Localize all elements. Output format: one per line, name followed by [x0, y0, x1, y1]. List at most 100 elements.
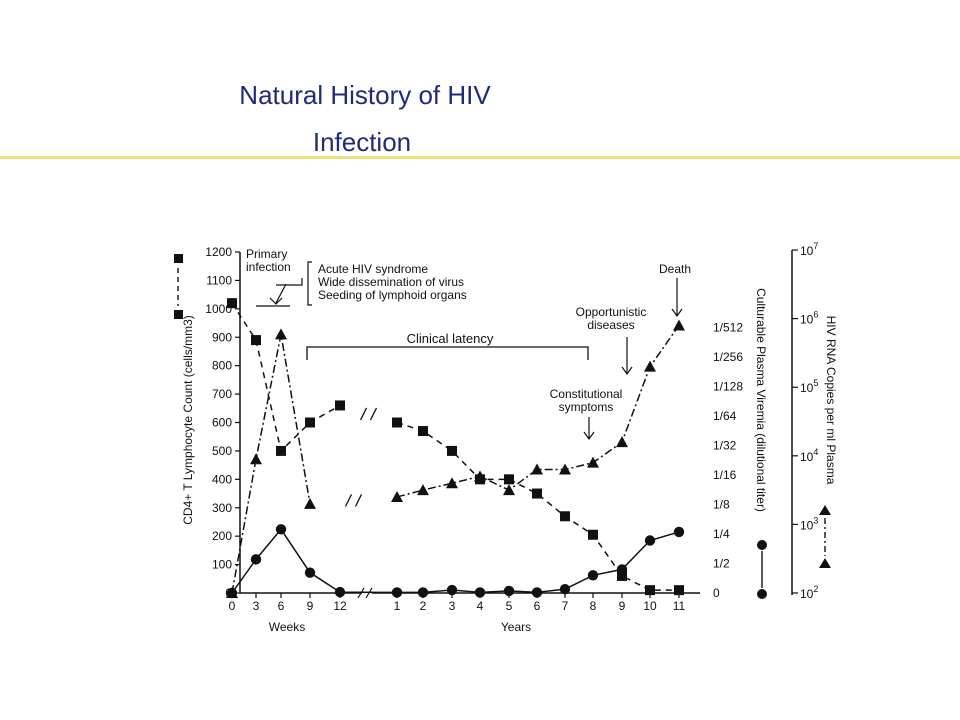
annotation-opportunistic-diseases: Opportunistic diseases — [576, 305, 647, 332]
cd4-point — [674, 585, 684, 596]
cd4-point — [251, 335, 261, 346]
x-axis-tick-label: 5 — [506, 599, 513, 613]
x-axis-tick-label: 3 — [253, 599, 260, 613]
viremia-point — [474, 587, 486, 598]
viremia-point — [446, 584, 458, 596]
x-axis-tick-label: 3 — [449, 599, 456, 613]
left-axis-tick-label: 800 — [212, 359, 232, 373]
right-axis-rna-tick-label: 102 — [800, 584, 818, 601]
annotation-primary-infection: Primary infection — [246, 247, 291, 274]
legend-circle-bottom — [757, 589, 767, 599]
series-line-viremia — [231, 528, 680, 594]
cd4-point — [305, 417, 315, 428]
viremia-point — [417, 587, 429, 598]
viremia-point — [503, 585, 515, 597]
x-axis-tick-label: 7 — [562, 599, 569, 613]
x-axis-tick-label: 6 — [278, 599, 285, 613]
right-axis-rna-tick-label: 106 — [800, 310, 818, 327]
x-axis-label-weeks: Weeks — [269, 620, 305, 634]
legend-triangle-bottom — [819, 558, 831, 568]
series-line-cd4 — [231, 302, 341, 453]
rna-point — [417, 484, 429, 496]
rna-point — [275, 328, 287, 340]
annotation-constitutional-symptoms: Constitutional symptoms — [550, 387, 623, 414]
left-axis-tick-label: 100 — [212, 558, 232, 572]
annotation-clinical-latency: Clinical latency — [407, 331, 494, 346]
cd4-point — [645, 585, 655, 596]
right-axis-viremia-tick-label: 1/2 — [713, 557, 730, 571]
x-axis-tick-label: 0 — [229, 599, 236, 613]
constitutional-arrow — [583, 417, 595, 441]
left-axis-tick-label: 700 — [212, 387, 232, 401]
right-axis-rna-tick-label: 104 — [800, 447, 818, 464]
annotation-acute-syndrome: Acute HIV syndrome Wide dissemination of … — [318, 262, 467, 302]
viremia-point — [559, 583, 571, 595]
cd4-point — [447, 445, 457, 456]
right-axis-viremia-title: Culturable Plasma Viremia (dilutional ti… — [754, 288, 768, 512]
x-axis-tick-label: 2 — [420, 599, 427, 613]
left-axis-tick-label: 1000 — [205, 302, 232, 316]
rna-point — [474, 470, 486, 482]
x-axis-break — [357, 587, 365, 599]
cd4-point — [392, 417, 402, 428]
right-axis-viremia-tick-label: 1/16 — [713, 468, 737, 482]
opportunistic-arrow — [621, 337, 633, 376]
series-break-rna — [344, 494, 353, 507]
x-axis-tick-label: 6 — [534, 599, 541, 613]
legend-square-top — [174, 254, 183, 263]
cd4-point — [227, 298, 237, 309]
x-axis-tick-label: 4 — [477, 599, 484, 613]
left-axis-tick-label: 200 — [212, 529, 232, 543]
cd4-point — [504, 474, 514, 485]
x-axis-tick-label: 1 — [394, 599, 401, 613]
x-axis-tick-label: 12 — [333, 599, 347, 613]
right-axis-viremia-tick-label: 1/512 — [713, 321, 743, 335]
annotation-death: Death — [659, 262, 691, 276]
legend-square-bottom — [174, 310, 183, 319]
cd4-point — [532, 488, 542, 499]
acute-bracket — [307, 261, 312, 306]
cd4-point — [418, 426, 428, 437]
cd4-point — [560, 511, 570, 522]
legend-circle-top — [757, 540, 767, 550]
series-break-cd4 — [369, 407, 378, 421]
cd4-point — [617, 570, 627, 581]
left-axis-tick-label: 1100 — [206, 273, 232, 287]
right-axis-viremia-tick-label: 1/128 — [713, 380, 743, 394]
viremia-point — [304, 567, 316, 578]
right-axis-viremia-tick-label: 1/64 — [713, 409, 737, 423]
right-axis-viremia-tick-label: 1/256 — [713, 350, 743, 364]
rna-point — [531, 463, 543, 475]
viremia-point — [673, 526, 685, 538]
series-break-cd4 — [359, 407, 368, 421]
cd4-point — [588, 529, 598, 540]
rna-point — [559, 463, 571, 475]
clinical-latency-bracket — [306, 346, 589, 360]
right-axis-viremia-tick-label: 1/4 — [713, 527, 730, 541]
right-axis-rna-tick-label: 105 — [800, 378, 818, 395]
x-axis-tick-label: 8 — [590, 599, 597, 613]
rna-point — [250, 453, 262, 465]
viremia-point — [391, 587, 403, 598]
primary-infection-arrow — [269, 283, 287, 305]
right-axis-rna-title: HIV RNA Copies per ml Plasma — [824, 316, 838, 485]
cd4-point — [335, 400, 345, 411]
rna-point — [391, 490, 403, 502]
x-axis-tick-label: 9 — [619, 599, 626, 613]
acute-arrow — [276, 278, 303, 286]
left-axis-tick-label: 400 — [212, 472, 232, 486]
viremia-point — [587, 570, 599, 581]
x-axis-tick-label: 10 — [643, 599, 657, 613]
series-break-rna — [354, 494, 363, 507]
viremia-point — [250, 554, 262, 565]
rna-point — [587, 456, 599, 468]
rna-point — [226, 587, 238, 598]
viremia-point — [334, 586, 346, 598]
slide-title-line2: Infection — [312, 127, 412, 157]
viremia-point — [275, 524, 287, 535]
rna-point — [304, 497, 316, 509]
viremia-point — [616, 564, 628, 575]
x-axis-tick-label: 9 — [307, 599, 314, 613]
rna-point — [616, 436, 628, 448]
